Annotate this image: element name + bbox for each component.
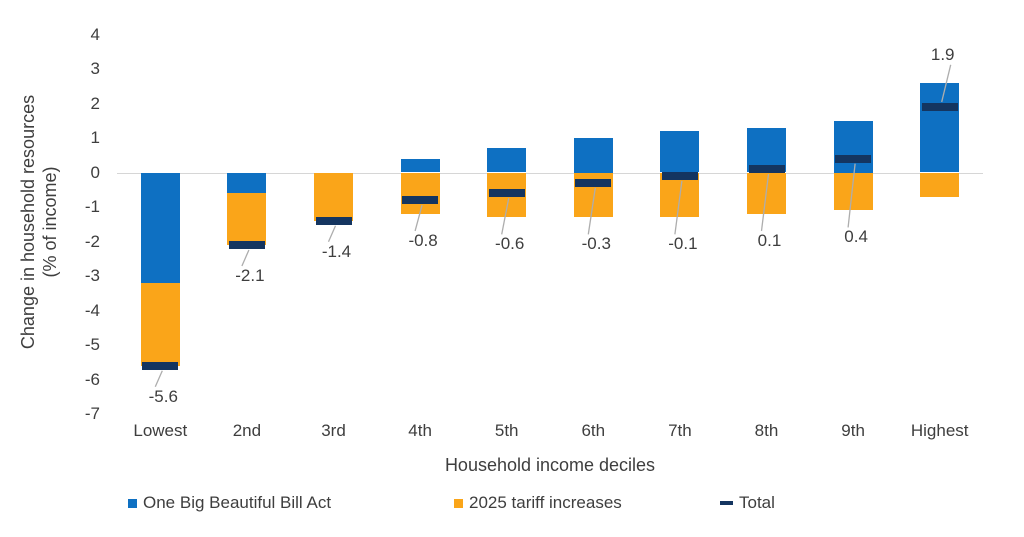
- data-label-total-9th: 0.4: [844, 227, 868, 247]
- total-marker-lowest: [142, 361, 179, 370]
- data-label-total-lowest: -5.6: [148, 386, 178, 406]
- legend-item-tariffs: 2025 tariff increases: [454, 493, 622, 513]
- legend-item-total: Total: [720, 493, 775, 513]
- bar-obbba-7th: [660, 131, 700, 173]
- x-tick-label-8th: 8th: [754, 421, 779, 440]
- bar-tariffs-2nd: [227, 193, 267, 245]
- total-marker-2nd: [228, 240, 265, 249]
- legend-label-obbba: One Big Beautiful Bill Act: [143, 493, 332, 512]
- bar-obbba-4th: [400, 158, 440, 173]
- legend-swatch-total-dash-icon: [720, 501, 733, 505]
- data-label-total-3rd: -1.4: [321, 241, 352, 261]
- y-tick-label--6: -6: [84, 369, 100, 389]
- x-tick-label-highest: Highest: [910, 421, 969, 440]
- legend-label-tariffs: 2025 tariff increases: [469, 493, 622, 512]
- bar-obbba-9th: [833, 120, 873, 173]
- bar-obbba-6th: [573, 138, 613, 173]
- x-tick-label-6th: 6th: [581, 421, 606, 440]
- total-marker-8th: [748, 165, 785, 174]
- data-label-total-4th: -0.8: [408, 230, 438, 250]
- x-tick-label-4th: 4th: [408, 421, 432, 440]
- y-tick-label-4: 4: [90, 24, 100, 44]
- y-tick-label-3: 3: [90, 59, 100, 78]
- data-label-total-highest: 1.9: [930, 44, 955, 64]
- legend-label-total: Total: [739, 493, 775, 512]
- y-tick-label-2: 2: [90, 93, 100, 113]
- y-tick-label-0: 0: [90, 162, 100, 182]
- bar-obbba-8th: [747, 127, 786, 173]
- y-tick-label--7: -7: [84, 404, 100, 423]
- bar-tariffs-9th: [833, 172, 873, 211]
- y-tick-label--5: -5: [84, 335, 100, 354]
- legend-item-obbba: One Big Beautiful Bill Act: [128, 493, 331, 513]
- x-tick-label-5th: 5th: [494, 421, 519, 440]
- zero-gridline: [117, 173, 983, 174]
- bar-tariffs-lowest: [140, 282, 180, 366]
- data-label-total-5th: -0.6: [495, 234, 525, 254]
- data-label-total-8th: 0.1: [757, 230, 782, 250]
- total-marker-4th: [402, 196, 439, 205]
- x-tick-label-9th: 9th: [841, 421, 865, 440]
- bar-tariffs-8th: [747, 172, 786, 214]
- x-axis-title: Household income deciles: [444, 455, 656, 475]
- total-marker-highest: [921, 102, 958, 111]
- data-label-total-2nd: -2.1: [235, 265, 265, 285]
- bar-tariffs-highest: [920, 172, 960, 197]
- bar-obbba-lowest: [140, 172, 180, 283]
- data-label-total-7th: -0.1: [668, 234, 698, 254]
- x-tick-label-2nd: 2nd: [232, 421, 262, 440]
- data-label-total-6th: -0.3: [581, 234, 611, 254]
- total-marker-9th: [835, 154, 872, 163]
- bar-obbba-5th: [487, 148, 527, 173]
- y-tick-label--3: -3: [84, 266, 100, 285]
- y-tick-label--1: -1: [84, 197, 100, 216]
- total-marker-3rd: [315, 216, 352, 225]
- total-marker-5th: [488, 189, 525, 198]
- x-tick-label-7th: 7th: [668, 421, 692, 440]
- bar-obbba-2nd: [227, 172, 267, 194]
- total-marker-7th: [661, 171, 698, 180]
- x-tick-label-3rd: 3rd: [321, 421, 346, 440]
- total-marker-6th: [575, 178, 612, 187]
- bar-tariffs-4th: [400, 172, 440, 214]
- bar-obbba-highest: [920, 82, 960, 173]
- legend-swatch-obbba-icon: [128, 498, 137, 508]
- y-tick-label--4: -4: [84, 300, 100, 320]
- y-tick-label-1: 1: [90, 128, 100, 147]
- bar-tariffs-3rd: [314, 172, 353, 221]
- legend-swatch-tariffs-icon: [454, 498, 463, 508]
- y-tick-label--2: -2: [84, 231, 100, 251]
- x-tick-label-lowest: Lowest: [133, 421, 188, 440]
